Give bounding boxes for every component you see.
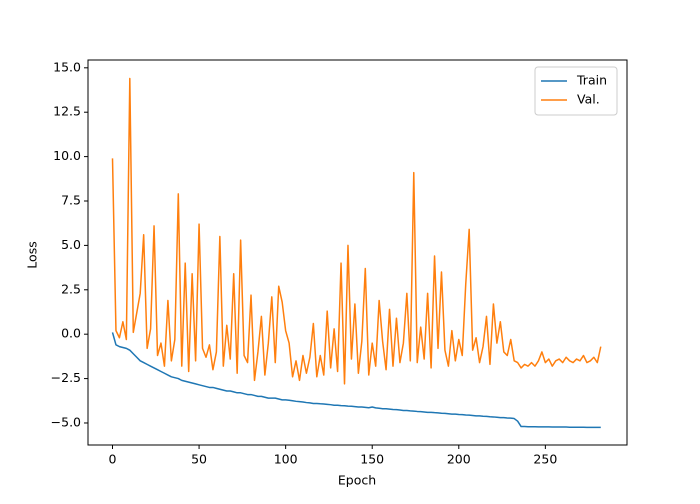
x-tick-label: 50 xyxy=(191,452,207,467)
y-tick-label: 7.5 xyxy=(61,193,81,208)
legend-box xyxy=(534,66,618,116)
y-tick-label: 2.5 xyxy=(61,281,81,296)
legend-label: Train xyxy=(576,73,607,88)
x-tick-label: 100 xyxy=(274,452,298,467)
y-tick-label: 12.5 xyxy=(53,104,81,119)
y-axis-label: Loss xyxy=(25,241,40,268)
legend-label: Val. xyxy=(577,92,600,107)
x-tick-label: 0 xyxy=(109,452,117,467)
axes-frame xyxy=(87,59,628,446)
x-tick-label: 150 xyxy=(360,452,384,467)
x-tick-label: 200 xyxy=(447,452,471,467)
y-tick-label: 0.0 xyxy=(61,326,81,341)
x-tick-label: 250 xyxy=(533,452,557,467)
y-tick-label: −2.5 xyxy=(51,370,81,385)
x-axis-label: Epoch xyxy=(338,473,376,488)
y-tick-label: 10.0 xyxy=(53,148,81,163)
y-tick-label: 15.0 xyxy=(53,59,81,74)
line-series xyxy=(111,77,602,385)
line-series xyxy=(111,332,601,429)
y-tick-label: 5.0 xyxy=(61,237,81,252)
y-tick-label: −5.0 xyxy=(51,414,81,429)
